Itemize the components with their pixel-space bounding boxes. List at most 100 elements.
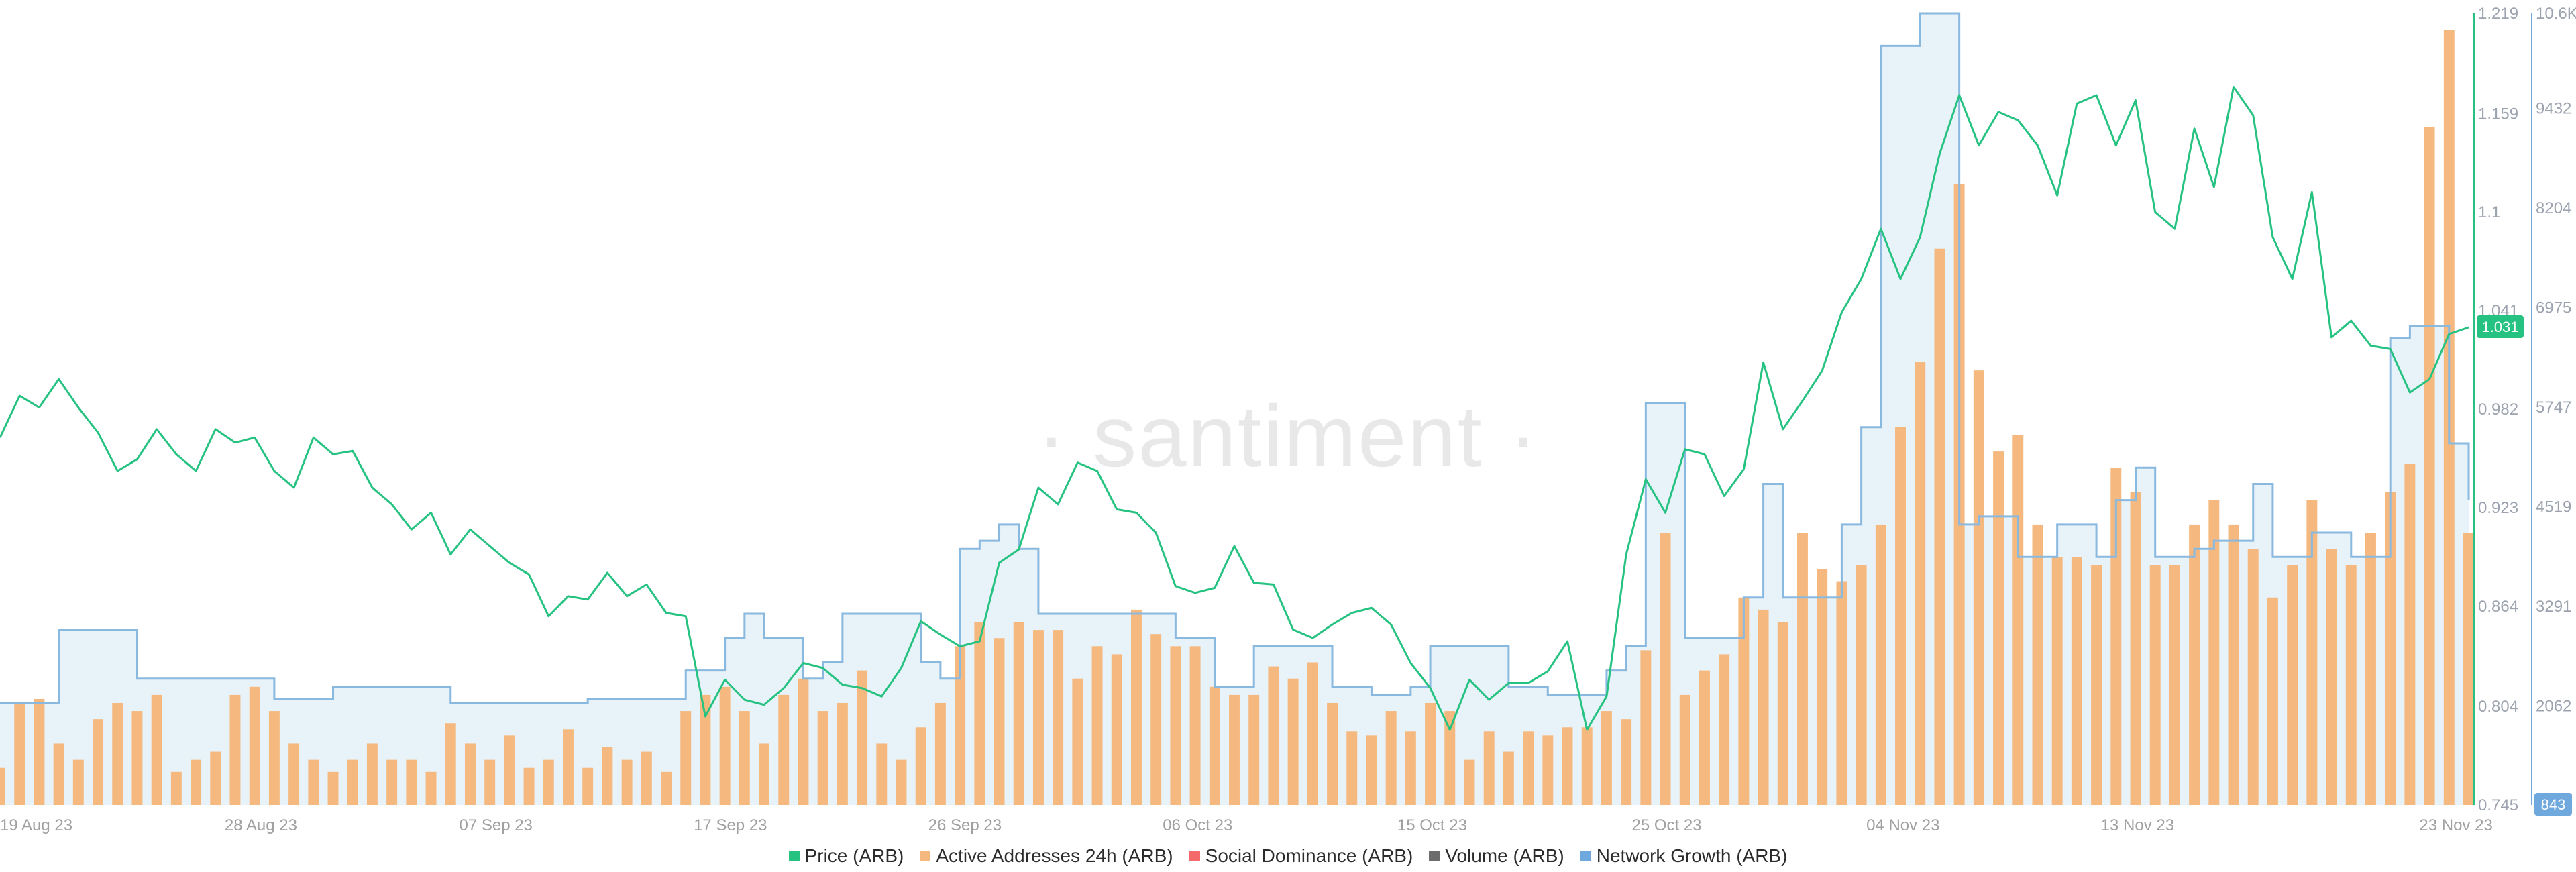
- bar: [1758, 610, 1769, 805]
- bar: [1346, 731, 1357, 805]
- legend-swatch: [920, 851, 930, 861]
- bar: [2267, 598, 2278, 805]
- bar: [2032, 525, 2043, 805]
- y-left-tick: 1.159: [2478, 105, 2518, 123]
- bar: [1797, 533, 1808, 805]
- legend-swatch: [1580, 851, 1591, 861]
- bar: [1640, 650, 1651, 805]
- chart-container: 19 Aug 2328 Aug 2307 Sep 2317 Sep 2326 S…: [0, 0, 2576, 872]
- bar: [406, 760, 417, 805]
- bar: [994, 638, 1005, 805]
- bar: [1895, 427, 1906, 805]
- bar: [1934, 249, 1945, 805]
- x-axis-label: 06 Oct 23: [1163, 816, 1232, 834]
- bar: [2287, 565, 2298, 805]
- bar: [1033, 630, 1044, 805]
- bar: [504, 735, 515, 805]
- bar: [543, 760, 554, 805]
- bar: [1601, 711, 1612, 805]
- bar: [1014, 622, 1024, 805]
- bar: [1993, 451, 2004, 805]
- y-right-tick: 4519: [2536, 498, 2571, 516]
- bar: [2012, 435, 2023, 805]
- bar: [1327, 703, 1338, 805]
- bar: [1425, 703, 1436, 805]
- bar: [1131, 610, 1142, 805]
- y-left-tick: 1.1: [2478, 203, 2500, 221]
- x-axis-label: 04 Nov 23: [1866, 816, 1939, 834]
- legend-label: Volume (ARB): [1445, 845, 1564, 867]
- legend-item[interactable]: Network Growth (ARB): [1580, 845, 1788, 867]
- bar: [2365, 533, 2376, 805]
- bar: [308, 760, 319, 805]
- bar: [798, 679, 808, 805]
- bar: [2189, 525, 2200, 805]
- legend-item[interactable]: Price (ARB): [789, 845, 904, 867]
- bar: [837, 703, 848, 805]
- bar: [1444, 711, 1455, 805]
- bar: [1915, 362, 1925, 805]
- bar: [1582, 727, 1593, 805]
- y-right-tick: 9432: [2536, 99, 2571, 117]
- chart-svg: 19 Aug 2328 Aug 2307 Sep 2317 Sep 2326 S…: [0, 0, 2576, 872]
- bar: [661, 772, 672, 805]
- bar: [1484, 731, 1495, 805]
- y-right-tick: 3291: [2536, 598, 2571, 616]
- bar: [1366, 735, 1377, 805]
- bar: [2346, 565, 2357, 805]
- bar: [34, 699, 44, 805]
- bar: [876, 743, 887, 805]
- y-right-tick: 6975: [2536, 298, 2571, 317]
- bar: [1386, 711, 1397, 805]
- x-axis-label: 15 Oct 23: [1397, 816, 1467, 834]
- bar: [2404, 464, 2415, 805]
- bar: [2150, 565, 2161, 805]
- x-axis-label: 23 Nov 23: [2419, 816, 2492, 834]
- legend-item[interactable]: Volume (ARB): [1429, 845, 1564, 867]
- bar: [73, 760, 84, 805]
- y-left-tick: 0.864: [2478, 598, 2518, 616]
- legend-swatch: [1429, 851, 1440, 861]
- bar: [680, 711, 691, 805]
- legend-item[interactable]: Social Dominance (ARB): [1189, 845, 1413, 867]
- bar: [759, 743, 769, 805]
- bar: [171, 772, 182, 805]
- bar: [347, 760, 358, 805]
- x-axis-label: 17 Sep 23: [694, 816, 767, 834]
- bar: [54, 743, 64, 805]
- y-right-tick: 8204: [2536, 199, 2571, 217]
- y-left-tick: 0.745: [2478, 796, 2518, 814]
- bar: [622, 760, 633, 805]
- legend-item[interactable]: Active Addresses 24h (ARB): [920, 845, 1173, 867]
- bar: [1523, 731, 1534, 805]
- legend-swatch: [789, 851, 800, 861]
- bar: [210, 752, 221, 805]
- legend-label: Active Addresses 24h (ARB): [936, 845, 1173, 867]
- bar: [524, 768, 535, 805]
- bar: [2072, 557, 2082, 805]
- bar: [2248, 549, 2259, 805]
- bar: [1112, 654, 1122, 805]
- bar: [2229, 525, 2239, 805]
- legend-label: Price (ARB): [805, 845, 904, 867]
- bar: [1876, 525, 1886, 805]
- bar: [974, 622, 985, 805]
- bar: [367, 743, 378, 805]
- bar: [1699, 671, 1710, 805]
- bar: [1836, 582, 1847, 805]
- bar: [2052, 557, 2063, 805]
- bar: [739, 711, 750, 805]
- bar: [2091, 565, 2102, 805]
- bar: [445, 723, 456, 805]
- bar: [269, 711, 280, 805]
- legend-swatch: [1189, 851, 1200, 861]
- y-right-tick: 10.6K: [2536, 5, 2576, 23]
- bar: [152, 695, 162, 805]
- bar: [484, 760, 495, 805]
- bar: [1210, 687, 1220, 805]
- bar: [2424, 127, 2435, 805]
- bar: [563, 729, 574, 805]
- bar: [1190, 646, 1201, 805]
- bar: [602, 747, 612, 805]
- bar: [582, 768, 593, 805]
